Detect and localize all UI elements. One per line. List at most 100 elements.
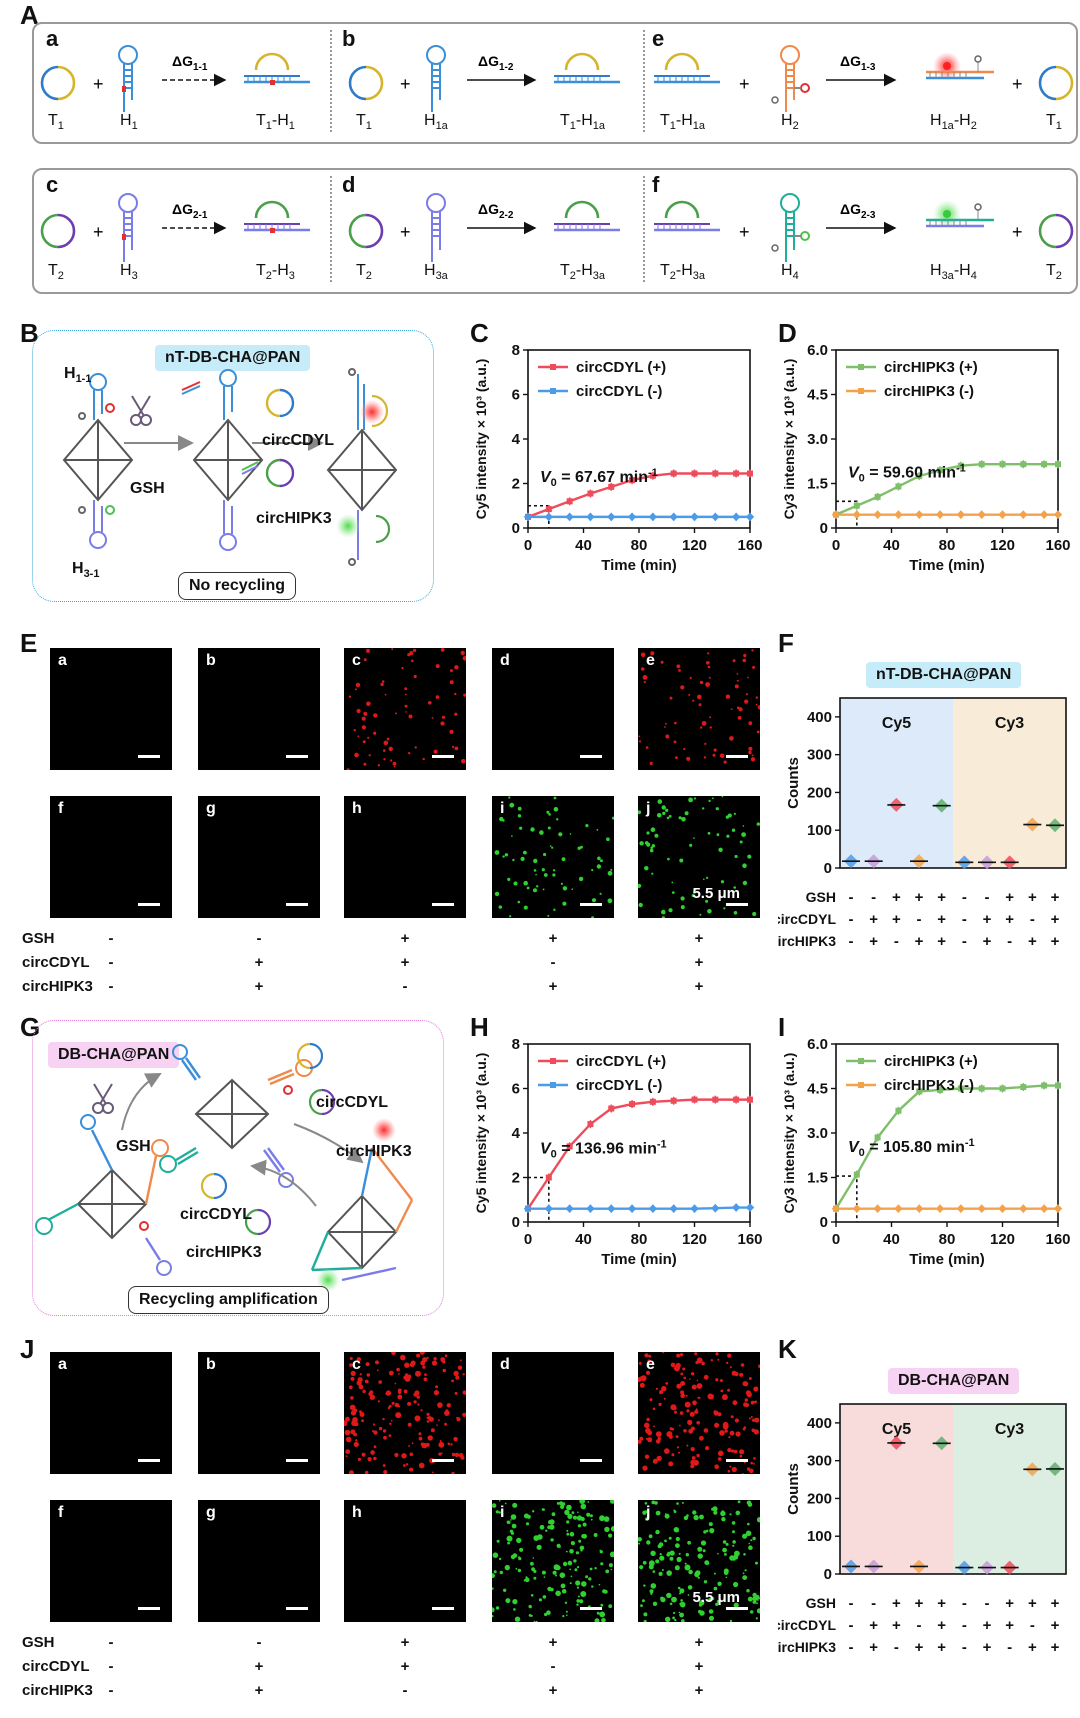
data-point <box>915 1204 924 1213</box>
data-point <box>648 1204 658 1213</box>
data-point <box>1055 1082 1061 1089</box>
condition-sign: - <box>849 1639 854 1656</box>
scale-bar <box>138 1607 160 1610</box>
svg-text:ΔG2-1: ΔG2-1 <box>172 201 208 221</box>
scale-bar-label: 5.5 μm <box>692 885 740 902</box>
micrograph-label: d <box>500 1356 510 1373</box>
y-axis-label: Counts <box>785 1463 802 1515</box>
condition-sign: + <box>548 978 558 995</box>
data-point <box>691 1096 698 1103</box>
condition-sign: + <box>1005 911 1014 928</box>
micrograph-b: b <box>198 648 320 770</box>
reaction-diagrams: + ΔG1-1 + ΔG1-2 + <box>40 45 1074 262</box>
y-tick-label: 400 <box>807 709 832 726</box>
scale-bar <box>580 1607 602 1610</box>
condition-sign: - <box>1007 933 1012 950</box>
condition-sign: + <box>254 978 264 995</box>
label-gsh-g: GSH <box>116 1138 151 1155</box>
condition-sign: + <box>869 1617 878 1634</box>
condition-sign: - <box>849 1595 854 1612</box>
tetrahedron-right <box>326 428 398 512</box>
label-t1-b: T1 <box>356 112 372 133</box>
label-h2-e: H2 <box>781 112 799 133</box>
row2-separator-2 <box>643 176 645 282</box>
tetrahedron-top <box>194 1078 270 1150</box>
label-h1a-b: H1a <box>424 112 448 133</box>
data-point <box>586 512 595 522</box>
label-circcdyl-g1: circCDYL <box>316 1094 389 1111</box>
y-tick-label: 4.5 <box>807 387 828 404</box>
condition-sign: - <box>962 1639 967 1656</box>
condition-label: circCDYL <box>22 954 90 971</box>
data-point <box>977 510 986 519</box>
legend-marker <box>858 1082 864 1088</box>
data-point <box>648 512 658 522</box>
y-tick-label: 0 <box>820 520 828 537</box>
panel-label-A: A <box>20 0 39 30</box>
data-point <box>587 1121 594 1128</box>
condition-sign: - <box>962 1595 967 1612</box>
y-tick-label: 6 <box>512 1081 520 1098</box>
condition-sign: - <box>894 933 899 950</box>
chart-K-title: DB-CHA@PAN <box>888 1368 1020 1394</box>
condition-label: circCDYL <box>22 1658 90 1675</box>
data-point <box>853 1171 860 1178</box>
condition-label: circHIPK3 <box>22 978 93 995</box>
y-axis-label: Cy3 intensity × 10³ (a.u.) <box>781 359 797 520</box>
y-tick-label: 100 <box>807 1528 832 1545</box>
circcdyl-circle-b <box>265 388 295 418</box>
condition-label: GSH <box>22 930 55 947</box>
x-tick-label: 120 <box>682 537 707 554</box>
scheme-g-title: DB-CHA@PAN <box>48 1042 180 1068</box>
data-point <box>957 462 964 469</box>
micrograph-d: d <box>492 1352 614 1474</box>
label-t2-f-out: T2 <box>1046 262 1062 283</box>
t1-h1a-complex-e <box>654 52 720 84</box>
group-label: Cy3 <box>995 1421 1024 1438</box>
legend-marker <box>550 1082 556 1088</box>
y-axis-label: Cy5 intensity × 10³ (a.u.) <box>473 359 489 520</box>
y-tick-label: 3.0 <box>807 431 828 448</box>
panel-label-J: J <box>20 1334 35 1364</box>
label-circhipk3-g2: circHIPK3 <box>186 1244 262 1261</box>
data-point <box>999 1085 1006 1092</box>
data-point <box>690 512 699 522</box>
scheme-b-footer: No recycling <box>178 572 297 600</box>
y-tick-label: 1.5 <box>807 476 828 493</box>
legend-label: circCDYL (-) <box>576 1077 662 1094</box>
x-axis-label: Time (min) <box>909 1251 985 1268</box>
condition-label: circHIPK3 <box>778 1639 836 1655</box>
scale-bar <box>138 1459 160 1462</box>
data-point <box>711 1203 720 1213</box>
t1-h1a-product <box>554 52 620 84</box>
data-point <box>916 473 923 480</box>
scale-bar-label: 5.5 μm <box>692 1589 740 1606</box>
condition-sign: - <box>1030 1617 1035 1634</box>
plot-frame <box>527 349 751 529</box>
data-point <box>874 1134 881 1141</box>
data-point <box>712 1096 719 1103</box>
data-point <box>894 510 903 519</box>
condition-sign: - <box>849 1617 854 1634</box>
data-point <box>916 1088 923 1095</box>
group-bg-2 <box>953 698 1066 868</box>
legend-label: circCDYL (+) <box>576 1053 666 1070</box>
label-t1-h1a-e: T1-H1a <box>660 112 706 133</box>
data-point <box>1019 510 1028 519</box>
y-tick-label: 6.0 <box>807 1036 828 1053</box>
condition-sign: + <box>1005 1595 1014 1612</box>
t2-h3a-product <box>554 200 620 232</box>
condition-sign: - <box>256 930 262 947</box>
label-circcdyl-b: circCDYL <box>262 432 335 449</box>
row1-letter-a: a <box>46 26 59 51</box>
h1a-hairpin-b <box>426 45 446 112</box>
data-point <box>935 1204 945 1213</box>
v0-guide <box>836 500 858 528</box>
h3-1-hairpin <box>78 500 115 549</box>
h4-hairpin-f <box>771 193 810 262</box>
label-h1-a: H1 <box>120 112 138 133</box>
x-tick-label: 120 <box>990 537 1015 554</box>
condition-label: circHIPK3 <box>778 933 836 949</box>
fluorescence-dots <box>638 1352 760 1474</box>
data-point <box>747 1096 753 1103</box>
